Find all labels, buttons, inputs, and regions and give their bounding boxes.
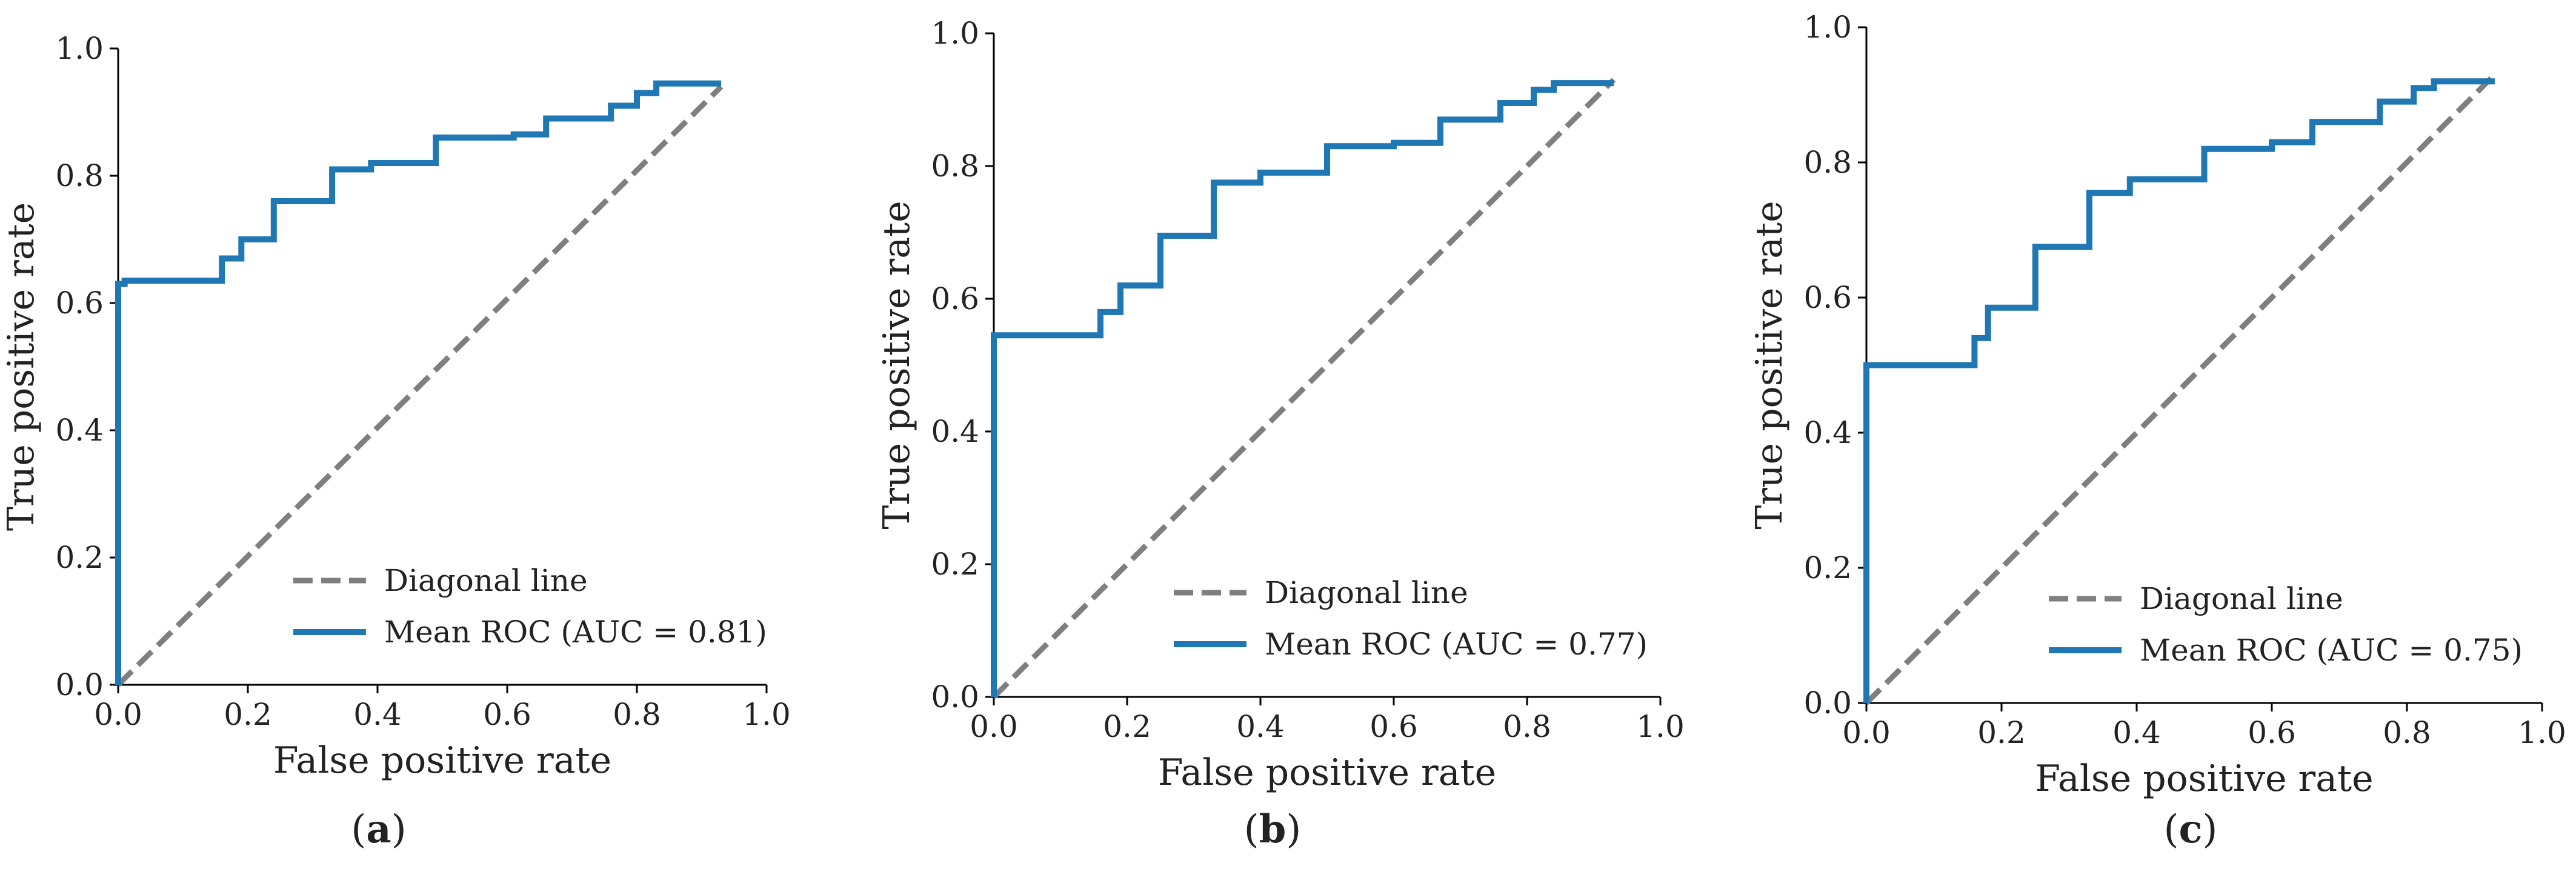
y-tick-label: 0.6 — [931, 281, 979, 316]
y-tick-label: 0.6 — [1803, 280, 1852, 315]
x-tick-label: 0.2 — [1977, 715, 2026, 750]
caption-letter: c — [2179, 807, 2203, 852]
x-tick-label: 1.0 — [2518, 715, 2566, 750]
y-tick-label: 0.2 — [1803, 550, 1852, 585]
legend-entry-label: Mean ROC (AUC = 0.81) — [384, 615, 767, 650]
caption-letter: b — [1259, 807, 1286, 852]
x-axis-label: False positive rate — [2035, 758, 2373, 800]
x-axis-label: False positive rate — [273, 739, 611, 782]
diagonal-line — [1864, 72, 2497, 705]
caption-close-paren: ) — [2202, 807, 2217, 852]
y-tick-label: 0.8 — [1803, 145, 1852, 180]
y-tick-label: 0.8 — [931, 148, 979, 184]
mean-roc-line — [1863, 78, 2495, 703]
x-tick-label: 0.2 — [224, 697, 272, 732]
x-tick-label: 0.6 — [1370, 709, 1418, 744]
caption-open-paren: ( — [351, 807, 366, 852]
y-tick-label: 0.0 — [1803, 685, 1852, 721]
y-tick-label: 0.0 — [931, 679, 979, 714]
panel-caption: (a) — [351, 807, 406, 852]
y-tick-label: 0.4 — [55, 413, 104, 448]
y-tick-label: 0.4 — [931, 414, 979, 449]
y-tick-label: 0.4 — [1803, 415, 1852, 450]
y-tick-label: 1.0 — [1803, 10, 1852, 45]
legend-entry-label: Diagonal line — [384, 563, 588, 598]
y-tick-label: 0.2 — [55, 540, 104, 575]
caption-open-paren: ( — [1244, 807, 1259, 852]
x-tick-label: 0.8 — [1503, 709, 1551, 744]
caption-close-paren: ) — [391, 807, 407, 852]
x-tick-label: 1.0 — [1636, 709, 1685, 744]
x-tick-label: 0.2 — [1103, 709, 1151, 744]
x-tick-label: 0.4 — [353, 697, 402, 732]
y-tick-label: 0.0 — [55, 667, 104, 702]
roc-panel-c: 0.0 0.2 0.4 0.6 0.8 1.0 0.0 0.2 0.4 0.6 0.8 1.0 Fals… — [1748, 10, 2566, 852]
y-tick-label: 0.2 — [931, 547, 979, 582]
panel-caption: (c) — [2164, 807, 2218, 852]
y-axis-label: True positive rate — [1748, 201, 1791, 529]
x-tick-label: 0.8 — [2383, 715, 2431, 750]
x-axis-label: False positive rate — [1158, 751, 1496, 794]
panel-caption: (b) — [1244, 807, 1302, 852]
y-tick-label: 1.0 — [931, 16, 979, 51]
x-tick-label: 0.6 — [483, 697, 531, 732]
diagonal-line — [991, 78, 1616, 699]
x-tick-label: 0.4 — [1236, 709, 1285, 744]
mean-roc-line — [115, 80, 722, 685]
y-axis-label: True positive rate — [0, 202, 42, 531]
x-tick-label: 0.0 — [94, 697, 142, 732]
legend-entry-label: Mean ROC (AUC = 0.77) — [1265, 627, 1648, 662]
y-tick-label: 0.6 — [55, 285, 104, 321]
x-tick-label: 0.4 — [2112, 715, 2161, 750]
x-tick-label: 0.0 — [970, 709, 1018, 744]
legend-entry-label: Diagonal line — [1265, 575, 1468, 610]
x-tick-label: 0.0 — [1842, 715, 1891, 750]
legend-entry-label: Mean ROC (AUC = 0.75) — [2140, 633, 2523, 668]
y-tick-label: 0.8 — [55, 158, 104, 193]
x-tick-label: 0.8 — [613, 697, 661, 732]
roc-panel-b: 0.0 0.2 0.4 0.6 0.8 1.0 0.0 0.2 0.4 0.6 0.8 1.0 Fals… — [876, 16, 1685, 852]
caption-open-paren: ( — [2164, 807, 2179, 852]
y-tick-label: 1.0 — [55, 31, 104, 66]
x-tick-label: 0.6 — [2248, 715, 2296, 750]
caption-letter: a — [366, 807, 391, 852]
diagonal-line — [116, 84, 724, 687]
legend-entry-label: Diagonal line — [2140, 581, 2343, 616]
x-tick-label: 1.0 — [742, 697, 791, 732]
caption-close-paren: ) — [1286, 807, 1301, 852]
y-axis-label: True positive rate — [876, 201, 918, 529]
mean-roc-line — [991, 80, 1614, 697]
roc-panel-a: 0.0 0.2 0.4 0.6 0.8 1.0 0.0 0.2 0.4 0.6 0.8 1.0 Fals… — [0, 31, 791, 852]
